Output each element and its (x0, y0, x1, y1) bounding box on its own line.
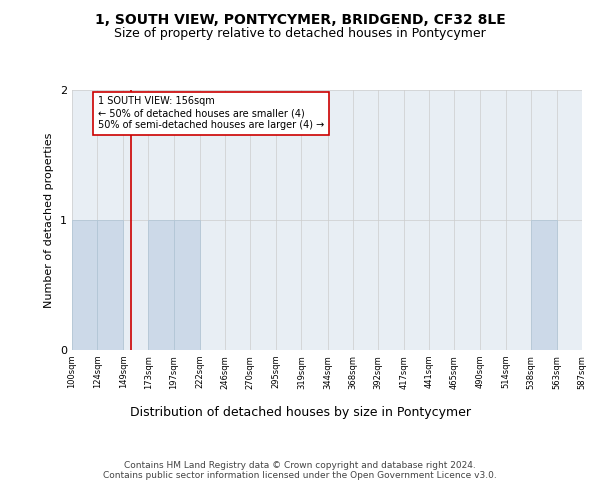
Text: 1, SOUTH VIEW, PONTYCYMER, BRIDGEND, CF32 8LE: 1, SOUTH VIEW, PONTYCYMER, BRIDGEND, CF3… (95, 12, 505, 26)
Bar (72, 220, 97, 350)
Bar (97, 220, 124, 350)
Bar (173, 220, 200, 350)
Bar (148, 220, 173, 350)
Text: 1 SOUTH VIEW: 156sqm
← 50% of detached houses are smaller (4)
50% of semi-detach: 1 SOUTH VIEW: 156sqm ← 50% of detached h… (98, 96, 325, 130)
Text: Contains HM Land Registry data © Crown copyright and database right 2024.
Contai: Contains HM Land Registry data © Crown c… (103, 460, 497, 480)
Text: Size of property relative to detached houses in Pontycymer: Size of property relative to detached ho… (114, 28, 486, 40)
Bar (530, 220, 557, 350)
Y-axis label: Number of detached properties: Number of detached properties (44, 132, 55, 308)
Text: Distribution of detached houses by size in Pontycymer: Distribution of detached houses by size … (130, 406, 470, 419)
